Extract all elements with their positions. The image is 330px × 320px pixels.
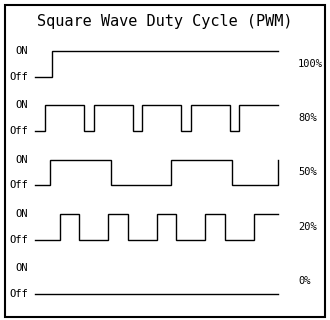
Text: Off: Off <box>9 180 28 190</box>
Text: 100%: 100% <box>298 59 323 69</box>
Text: ON: ON <box>16 155 28 164</box>
Text: 0%: 0% <box>298 276 311 286</box>
Text: Off: Off <box>9 235 28 245</box>
Text: 50%: 50% <box>298 167 317 178</box>
Text: ON: ON <box>16 100 28 110</box>
Text: 80%: 80% <box>298 113 317 123</box>
Text: Off: Off <box>9 72 28 82</box>
Text: Off: Off <box>9 289 28 299</box>
Text: 20%: 20% <box>298 222 317 232</box>
Text: Square Wave Duty Cycle (PWM): Square Wave Duty Cycle (PWM) <box>37 14 293 29</box>
Text: ON: ON <box>16 46 28 56</box>
Text: Off: Off <box>9 126 28 136</box>
Text: ON: ON <box>16 263 28 273</box>
Text: ON: ON <box>16 209 28 219</box>
